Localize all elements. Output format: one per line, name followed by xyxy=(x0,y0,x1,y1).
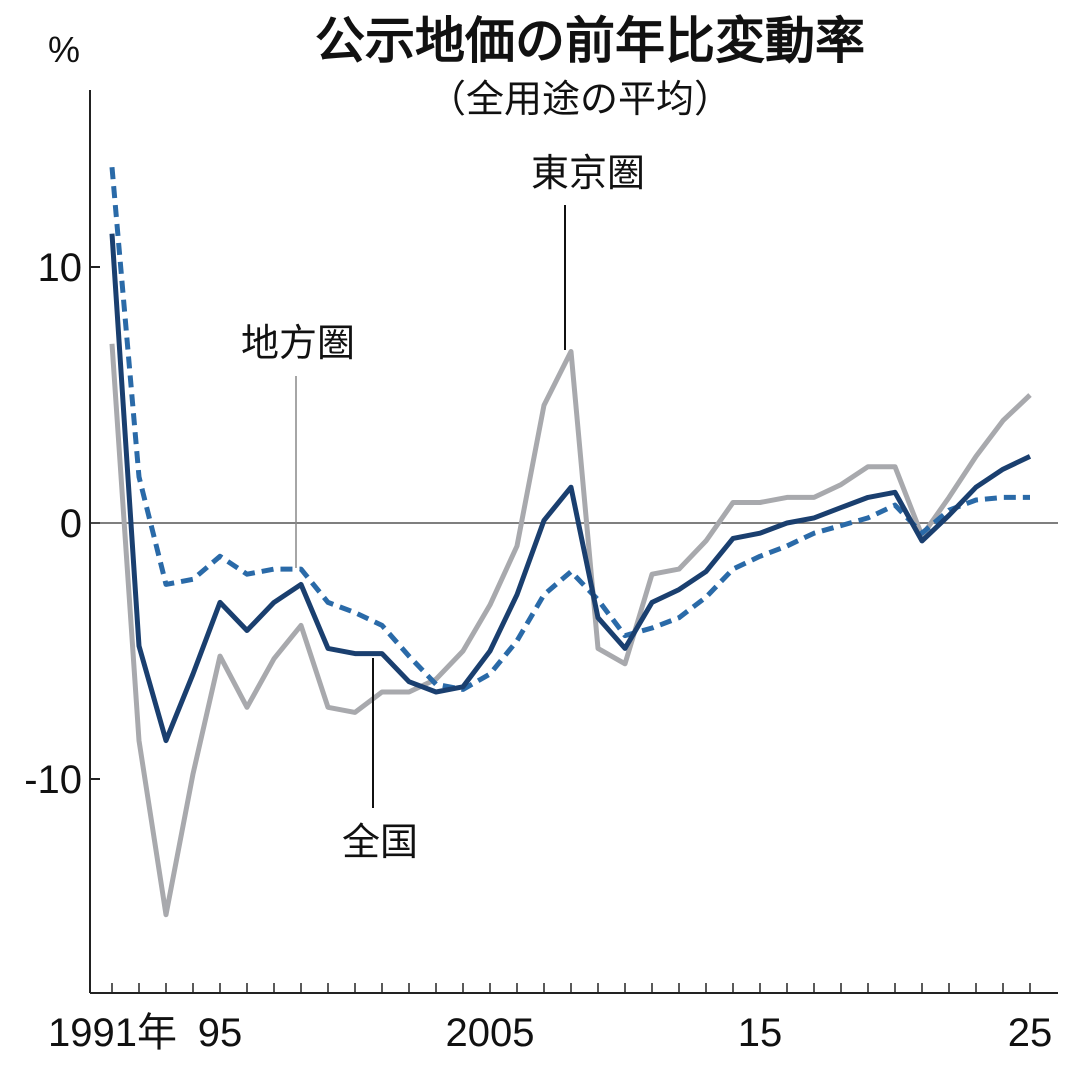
x-tick-label: 95 xyxy=(198,1011,243,1055)
y-axis-unit: % xyxy=(48,29,80,70)
x-tick-label: 15 xyxy=(738,1011,783,1055)
y-axis-ticks: 10 0 -10 xyxy=(24,246,100,802)
chart-subtitle: （全用途の平均） xyxy=(428,77,732,121)
series-line-national xyxy=(109,233,1032,744)
x-tick-label: 25 xyxy=(1008,1011,1053,1055)
callout-label-national: 全国 xyxy=(342,820,418,864)
callout-label-tokyo: 東京圏 xyxy=(531,151,645,195)
series-layer xyxy=(109,166,1032,918)
x-axis-ticks: 1991年 95 2005 15 25 xyxy=(48,983,1052,1055)
x-tick-label: 2005 xyxy=(446,1011,535,1055)
x-tick-label: 1991年 xyxy=(48,1011,177,1055)
series-line-tokyo xyxy=(109,343,1032,918)
y-tick-label: 0 xyxy=(60,502,82,546)
chart-title: 公示地価の前年比変動率 xyxy=(315,12,865,70)
y-tick-label: 10 xyxy=(38,246,83,290)
series-line-regional xyxy=(109,166,1030,692)
y-tick-label: -10 xyxy=(24,758,82,802)
callout-label-regional: 地方圏 xyxy=(241,321,355,365)
